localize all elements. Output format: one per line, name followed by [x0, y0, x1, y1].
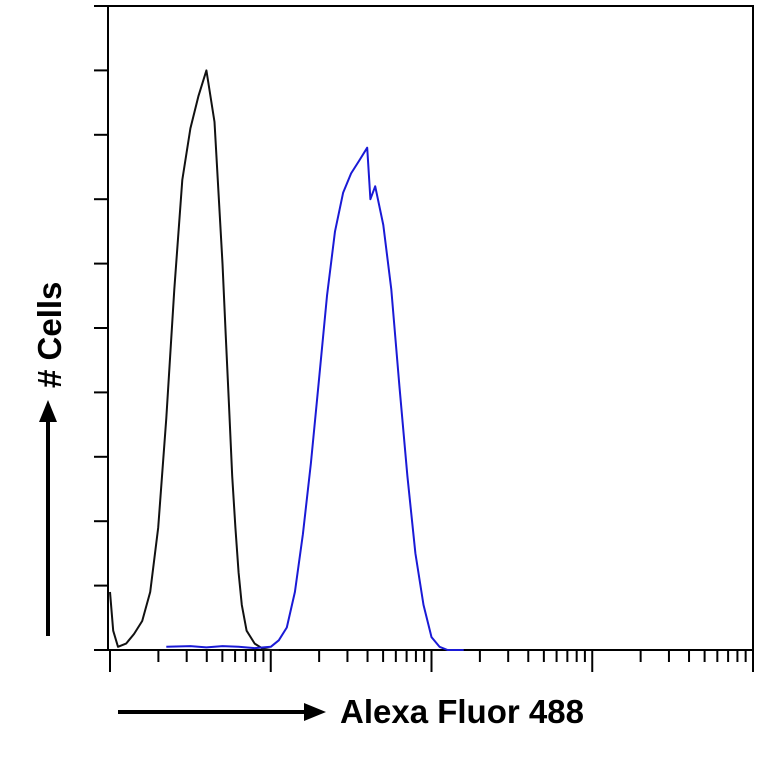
- series-line-1: [109, 69, 279, 651]
- series-line-2: [166, 146, 464, 651]
- x-axis-arrowhead: [304, 703, 326, 721]
- x-axis-label: Alexa Fluor 488: [340, 693, 584, 730]
- y-axis-arrowhead: [39, 400, 57, 422]
- series-layer: [109, 69, 464, 651]
- plot-frame: [107, 5, 754, 651]
- x-axis-ticks: [109, 650, 754, 672]
- y-axis-label: # Cells: [31, 282, 68, 388]
- y-axis-ticks: [94, 5, 108, 651]
